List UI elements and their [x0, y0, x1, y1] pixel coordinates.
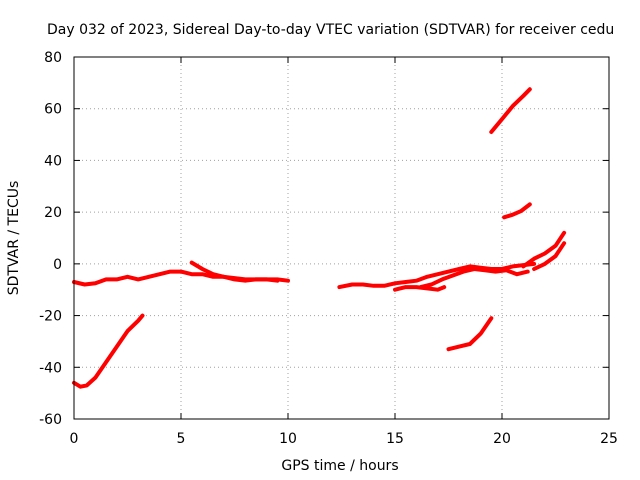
- y-tick-label: 20: [44, 205, 62, 221]
- series-line-10: [521, 230, 567, 269]
- grid-lines: [74, 57, 609, 419]
- series-line-7: [489, 87, 532, 134]
- y-tick-label: -60: [39, 412, 62, 428]
- x-tick-label: 20: [493, 431, 511, 447]
- series-line-3: [189, 260, 280, 283]
- y-tick-label: 80: [44, 50, 62, 66]
- series-line-1: [72, 313, 145, 389]
- series-line-6: [418, 267, 530, 290]
- y-axis-label: SDTVAR / TECUs: [6, 181, 22, 296]
- y-tick-label: 40: [44, 153, 62, 169]
- x-tick-label: 10: [279, 431, 297, 447]
- series-line-8: [502, 202, 532, 220]
- y-tick-label: -20: [39, 309, 62, 325]
- x-tick-label: 0: [70, 431, 79, 447]
- x-tick-label: 25: [600, 431, 618, 447]
- chart-title: Day 032 of 2023, Sidereal Day-to-day VTE…: [47, 22, 614, 38]
- x-axis-label: GPS time / hours: [281, 458, 398, 474]
- y-tick-label: -40: [39, 360, 62, 376]
- series-line-11: [532, 241, 567, 271]
- x-tick-label: 5: [177, 431, 186, 447]
- x-tick-label: 15: [386, 431, 404, 447]
- y-tick-label: 0: [53, 257, 62, 273]
- series-line-9: [446, 316, 494, 352]
- y-tick-label: 60: [44, 102, 62, 118]
- axis-ticks: 0 5 10 15 20 25 -60 -40 -20 0 20 40 60 80: [39, 50, 618, 447]
- data-series-layer: [72, 87, 567, 389]
- plot-frame: [73, 56, 610, 420]
